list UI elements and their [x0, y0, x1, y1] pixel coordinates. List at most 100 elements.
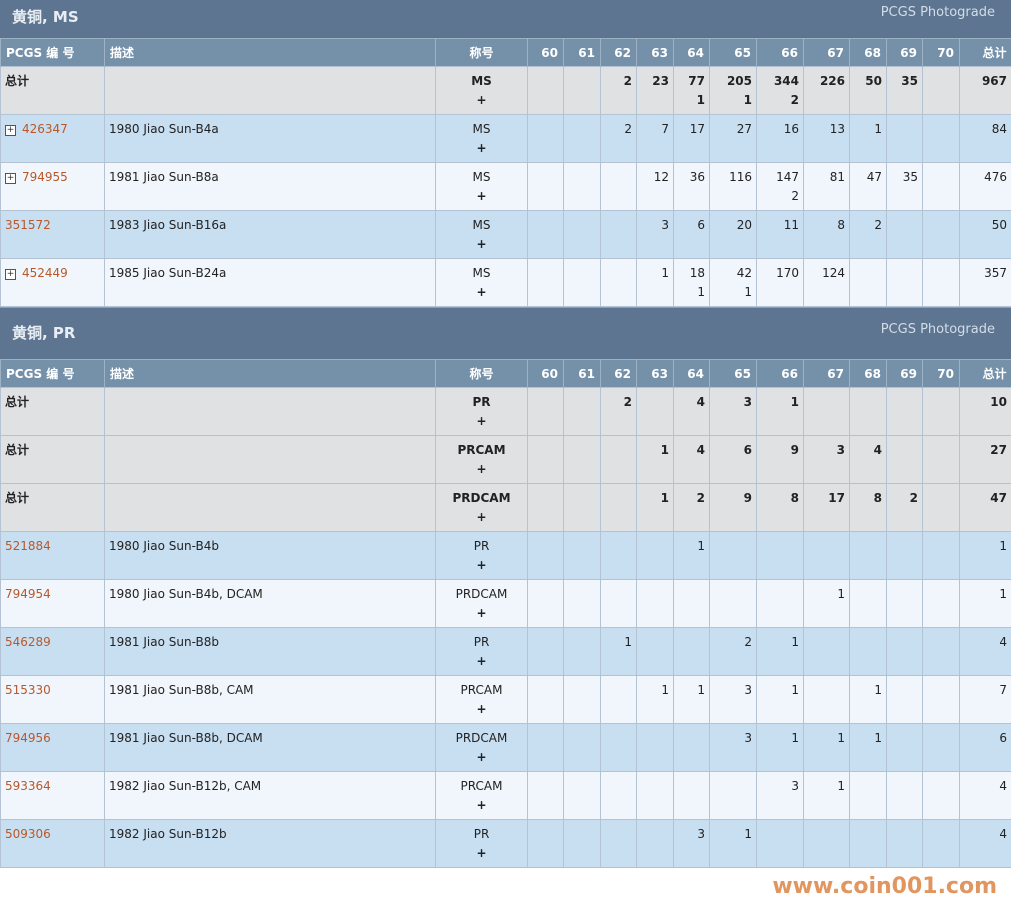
grade-count[interactable]: 1: [678, 681, 705, 700]
grade-count[interactable]: 1: [678, 537, 705, 556]
pcgs-number-link[interactable]: 794955: [22, 170, 68, 184]
grade-count[interactable]: 2: [714, 633, 752, 652]
grade-count[interactable]: 1: [641, 441, 669, 460]
grade-count[interactable]: 2: [891, 489, 918, 508]
plus-grade-count[interactable]: 1: [714, 283, 752, 302]
column-header[interactable]: 称号: [436, 360, 528, 388]
grade-count[interactable]: 3: [641, 216, 669, 235]
pcgs-number-link[interactable]: 452449: [22, 266, 68, 280]
plus-grade-toggle[interactable]: +: [440, 652, 523, 671]
grade-count[interactable]: 3: [678, 825, 705, 844]
plus-grade-toggle[interactable]: +: [440, 748, 523, 767]
grade-count[interactable]: 170: [761, 264, 799, 283]
grade-count[interactable]: 205: [714, 72, 752, 91]
column-header[interactable]: 62: [601, 360, 637, 388]
column-header[interactable]: 68: [850, 39, 887, 67]
grade-count[interactable]: 147: [761, 168, 799, 187]
column-header[interactable]: 66: [757, 360, 804, 388]
expand-icon[interactable]: +: [5, 125, 16, 136]
grade-count[interactable]: 4: [854, 441, 882, 460]
grade-count[interactable]: 3: [761, 777, 799, 796]
grade-count[interactable]: 3: [714, 729, 752, 748]
grade-count[interactable]: 2: [678, 489, 705, 508]
grade-count[interactable]: 3: [808, 441, 845, 460]
grade-count[interactable]: 344: [761, 72, 799, 91]
grade-count[interactable]: 42: [714, 264, 752, 283]
column-header[interactable]: 69: [887, 39, 923, 67]
column-header[interactable]: 61: [564, 360, 601, 388]
plus-grade-count[interactable]: 1: [678, 91, 705, 110]
grade-count[interactable]: 116: [714, 168, 752, 187]
grade-count[interactable]: 1: [854, 681, 882, 700]
plus-grade-toggle[interactable]: +: [440, 187, 523, 206]
column-header[interactable]: 66: [757, 39, 804, 67]
column-header[interactable]: 64: [674, 39, 710, 67]
plus-grade-count[interactable]: 1: [714, 91, 752, 110]
grade-count[interactable]: 3: [714, 681, 752, 700]
plus-grade-toggle[interactable]: +: [440, 139, 523, 158]
column-header[interactable]: 总计: [960, 39, 1011, 67]
pcgs-number-link[interactable]: 515330: [5, 683, 51, 697]
grade-count[interactable]: 77: [678, 72, 705, 91]
grade-count[interactable]: 17: [808, 489, 845, 508]
pcgs-number-link[interactable]: 351572: [5, 218, 51, 232]
column-header[interactable]: 67: [804, 360, 850, 388]
column-header[interactable]: 65: [710, 360, 757, 388]
grade-count[interactable]: 2: [605, 393, 632, 412]
grade-count[interactable]: 18: [678, 264, 705, 283]
grade-count[interactable]: 4: [678, 441, 705, 460]
column-header[interactable]: 63: [637, 39, 674, 67]
column-header[interactable]: 60: [528, 39, 564, 67]
photograde-link[interactable]: PCGS Photograde: [881, 5, 995, 20]
grade-count[interactable]: 17: [678, 120, 705, 139]
plus-grade-toggle[interactable]: +: [440, 700, 523, 719]
column-header[interactable]: 68: [850, 360, 887, 388]
grade-count[interactable]: 27: [714, 120, 752, 139]
grade-count[interactable]: 1: [854, 729, 882, 748]
grade-count[interactable]: 9: [714, 489, 752, 508]
plus-grade-count[interactable]: 2: [761, 91, 799, 110]
expand-icon[interactable]: +: [5, 173, 16, 184]
grade-count[interactable]: 2: [854, 216, 882, 235]
grade-count[interactable]: 7: [641, 120, 669, 139]
grade-count[interactable]: 47: [854, 168, 882, 187]
pcgs-number-link[interactable]: 794954: [5, 587, 51, 601]
column-header[interactable]: 65: [710, 39, 757, 67]
plus-grade-toggle[interactable]: +: [440, 508, 523, 527]
grade-count[interactable]: 1: [605, 633, 632, 652]
plus-grade-toggle[interactable]: +: [440, 235, 523, 254]
grade-count[interactable]: 23: [641, 72, 669, 91]
grade-count[interactable]: 2: [605, 72, 632, 91]
grade-count[interactable]: 1: [761, 681, 799, 700]
grade-count[interactable]: 6: [678, 216, 705, 235]
grade-count[interactable]: 1: [641, 264, 669, 283]
column-header[interactable]: 总计: [960, 360, 1011, 388]
grade-count[interactable]: 2: [605, 120, 632, 139]
column-header[interactable]: 描述: [105, 39, 436, 67]
grade-count[interactable]: 4: [678, 393, 705, 412]
grade-count[interactable]: 1: [808, 729, 845, 748]
grade-count[interactable]: 11: [761, 216, 799, 235]
grade-count[interactable]: 226: [808, 72, 845, 91]
grade-count[interactable]: 36: [678, 168, 705, 187]
grade-count[interactable]: 1: [808, 585, 845, 604]
column-header[interactable]: 67: [804, 39, 850, 67]
column-header[interactable]: 61: [564, 39, 601, 67]
grade-count[interactable]: 35: [891, 168, 918, 187]
grade-count[interactable]: 81: [808, 168, 845, 187]
plus-grade-toggle[interactable]: +: [440, 556, 523, 575]
column-header[interactable]: 60: [528, 360, 564, 388]
grade-count[interactable]: 1: [714, 825, 752, 844]
grade-count[interactable]: 3: [714, 393, 752, 412]
pcgs-number-link[interactable]: 426347: [22, 122, 68, 136]
pcgs-number-link[interactable]: 521884: [5, 539, 51, 553]
grade-count[interactable]: 35: [891, 72, 918, 91]
grade-count[interactable]: 50: [854, 72, 882, 91]
grade-count[interactable]: 1: [641, 489, 669, 508]
column-header[interactable]: 63: [637, 360, 674, 388]
pcgs-number-link[interactable]: 794956: [5, 731, 51, 745]
grade-count[interactable]: 16: [761, 120, 799, 139]
column-header[interactable]: 62: [601, 39, 637, 67]
expand-icon[interactable]: +: [5, 269, 16, 280]
grade-count[interactable]: 12: [641, 168, 669, 187]
